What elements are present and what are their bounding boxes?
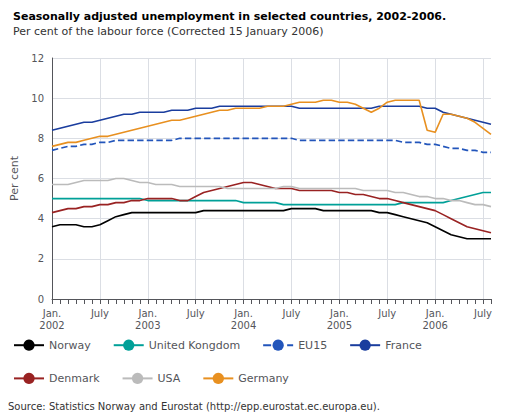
- svg-text:July: July: [281, 308, 300, 319]
- svg-text:USA: USA: [158, 372, 181, 385]
- svg-text:Jan.: Jan.: [329, 308, 349, 319]
- svg-text:Jan.: Jan.: [42, 308, 62, 319]
- svg-text:2005: 2005: [327, 320, 352, 331]
- svg-text:2003: 2003: [135, 320, 160, 331]
- svg-text:July: July: [377, 308, 396, 319]
- svg-text:July: July: [473, 308, 492, 319]
- svg-text:July: July: [186, 308, 205, 319]
- svg-text:10: 10: [31, 93, 44, 104]
- svg-text:6: 6: [38, 173, 44, 184]
- svg-text:EU15: EU15: [298, 339, 327, 352]
- svg-text:Germany: Germany: [238, 372, 289, 385]
- svg-text:Source: Statistics Norway and: Source: Statistics Norway and Eurostat (…: [8, 401, 380, 412]
- svg-text:2006: 2006: [422, 320, 447, 331]
- svg-text:United Kongdom: United Kongdom: [149, 339, 240, 352]
- svg-text:2: 2: [38, 253, 44, 264]
- svg-text:Per cent of the labour force (: Per cent of the labour force (Corrected …: [13, 25, 324, 38]
- svg-text:Per cent: Per cent: [8, 155, 21, 201]
- svg-text:12: 12: [31, 53, 44, 64]
- svg-text:Seasonally adjusted unemployme: Seasonally adjusted unemployment in sele…: [13, 10, 446, 23]
- svg-text:Jan.: Jan.: [233, 308, 253, 319]
- svg-text:2004: 2004: [231, 320, 256, 331]
- svg-text:Jan.: Jan.: [425, 308, 445, 319]
- svg-text:Jan.: Jan.: [137, 308, 157, 319]
- svg-text:Denmark: Denmark: [49, 372, 100, 385]
- svg-text:0: 0: [38, 294, 44, 305]
- svg-text:Norway: Norway: [49, 339, 91, 352]
- svg-text:2002: 2002: [39, 320, 64, 331]
- svg-text:France: France: [385, 339, 422, 352]
- svg-text:July: July: [90, 308, 109, 319]
- svg-text:4: 4: [38, 213, 44, 224]
- svg-text:8: 8: [38, 133, 44, 144]
